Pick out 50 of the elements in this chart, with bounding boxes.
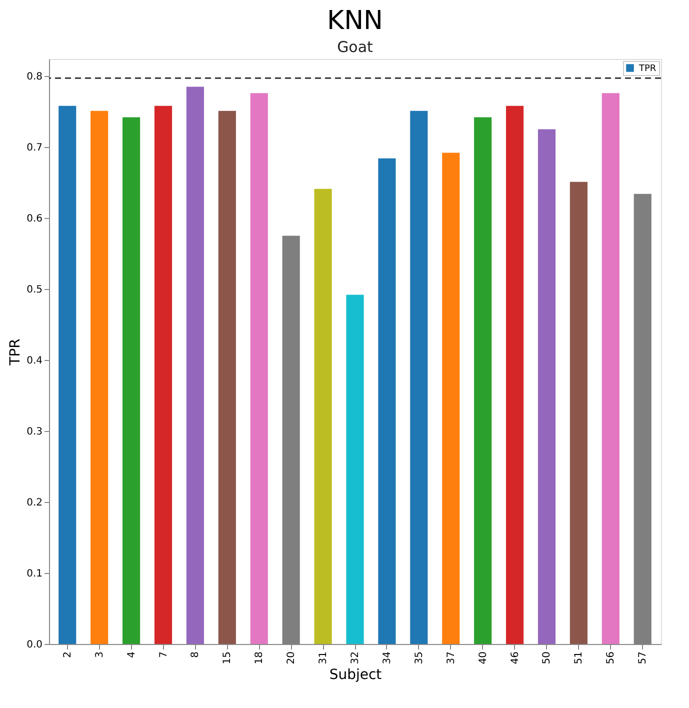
y-tick-label: 0.6	[26, 214, 42, 225]
x-tick-label: 50	[542, 652, 553, 664]
bar	[506, 106, 524, 644]
x-tick-label: 31	[318, 652, 330, 664]
x-tick-label: 7	[158, 652, 170, 658]
x-tick-label: 35	[414, 652, 425, 664]
y-tick-label: 0.1	[26, 568, 42, 580]
y-tick-label: 0.3	[26, 426, 42, 438]
x-tick-label: 8	[190, 652, 202, 658]
bar	[314, 188, 332, 644]
chart-title: KNN	[327, 6, 383, 36]
y-tick-label: 0.8	[26, 72, 42, 83]
bar	[410, 110, 428, 644]
bar	[474, 117, 492, 644]
bar	[154, 106, 172, 644]
x-tick-label: 2	[62, 652, 74, 658]
x-tick-label: 37	[446, 652, 457, 664]
y-tick-label: 0.7	[26, 142, 42, 154]
x-tick-label: 34	[382, 652, 393, 664]
x-tick-label: 40	[478, 652, 489, 664]
x-tick-label: 20	[286, 652, 298, 664]
bar	[250, 93, 268, 644]
bar	[122, 117, 140, 644]
bar	[602, 93, 620, 644]
bar	[58, 106, 76, 644]
bar	[538, 129, 556, 644]
x-axis-title: Subject	[329, 667, 382, 684]
x-tick-label: 57	[638, 652, 649, 664]
bar	[570, 182, 588, 644]
bar	[90, 110, 108, 644]
bar	[218, 110, 236, 644]
y-axis-title: TPR	[8, 338, 24, 366]
chart-subtitle: Goat	[337, 38, 374, 56]
y-tick-label: 0.4	[26, 356, 42, 367]
x-tick-label: 3	[94, 652, 106, 658]
x-tick-label: 56	[606, 652, 617, 664]
x-tick-label: 4	[126, 652, 138, 658]
bar	[346, 294, 364, 644]
y-tick-label: 0.5	[26, 284, 42, 296]
legend-label: TPR	[638, 64, 656, 74]
bar	[186, 86, 204, 644]
y-tick-label: 0.2	[26, 498, 42, 509]
x-tick-label: 15	[222, 652, 234, 664]
x-tick-label: 51	[574, 652, 585, 664]
x-tick-label: 46	[510, 652, 521, 664]
y-tick-label: 0.0	[26, 640, 42, 650]
bar	[378, 158, 396, 644]
bar	[442, 152, 460, 644]
x-tick-label: 18	[254, 652, 266, 664]
x-tick-label: 32	[350, 652, 361, 664]
